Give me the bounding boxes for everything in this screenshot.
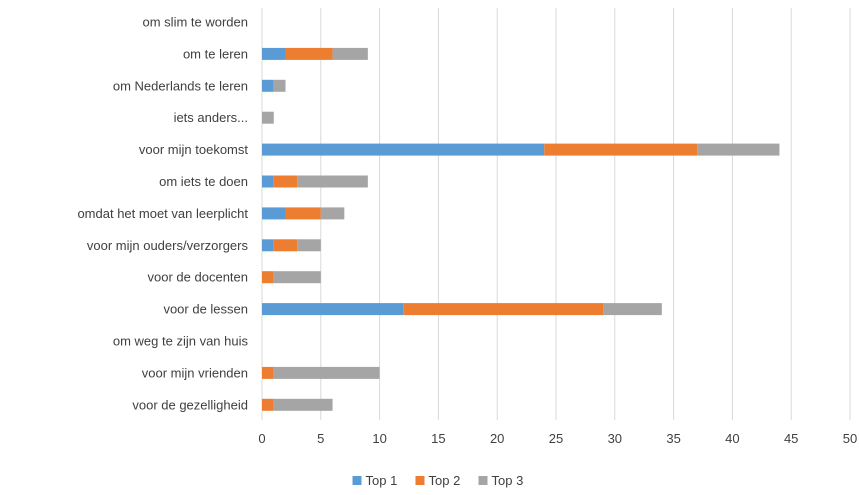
bar-segment-top-1 [262,207,286,220]
bar-segment-top-1 [262,47,286,60]
bar-segment-top-2 [544,143,698,156]
bar-segment-top-1 [262,143,545,156]
bar-segment-top-1 [262,303,404,316]
bar-segment-top-3 [273,398,333,411]
bar-segment-top-3 [320,207,345,220]
x-tick-label: 30 [608,431,622,446]
category-label: iets anders... [174,110,248,125]
x-tick-label: 20 [490,431,504,446]
bar-segment-top-3 [697,143,780,156]
x-tick-label: 40 [725,431,739,446]
bar-segment-top-1 [262,175,274,188]
category-label: voor mijn vrienden [142,365,248,380]
bar-layer [262,47,780,411]
category-label: om slim te worden [143,15,248,30]
bar-segment-top-2 [262,271,274,284]
x-tick-label: 10 [372,431,386,446]
category-label: om te leren [183,46,248,61]
category-label: omdat het moet van leerplicht [77,206,248,221]
bar-segment-top-3 [273,79,286,92]
legend-swatch-top-3 [478,476,488,485]
category-label: voor mijn ouders/verzorgers [87,238,249,253]
category-label: voor de lessen [163,302,248,317]
bar-segment-top-3 [297,239,321,252]
category-label: om iets te doen [159,174,248,189]
legend-label: Top 2 [429,473,461,488]
bar-segment-top-2 [285,47,333,60]
bar-segment-top-2 [285,207,321,220]
bar-segment-top-1 [262,239,274,252]
legend-label: Top 3 [492,473,524,488]
bar-segment-top-2 [262,366,274,379]
bar-segment-top-3 [273,366,380,379]
x-tick-label: 0 [258,431,265,446]
category-label: voor de gezelligheid [132,397,248,412]
x-tick-label: 45 [784,431,798,446]
bar-segment-top-2 [262,398,274,411]
bar-segment-top-2 [273,239,298,252]
legend-label: Top 1 [366,473,398,488]
legend-swatch-top-1 [352,476,362,485]
legend: Top 1 Top 2 Top 3 [352,473,524,488]
x-tick-label: 5 [317,431,324,446]
bar-segment-top-2 [273,175,298,188]
bar-segment-top-2 [403,303,604,316]
x-tick-label: 35 [666,431,680,446]
bar-segment-top-3 [603,303,662,316]
x-axis-ticks: 0 5 10 15 20 25 30 35 40 45 50 [258,431,857,446]
x-tick-label: 25 [549,431,563,446]
bar-segment-top-3 [332,47,368,60]
bar-segment-top-3 [273,271,321,284]
category-label: voor de docenten [148,270,248,285]
category-label: om weg te zijn van huis [113,334,249,349]
legend-swatch-top-2 [415,476,425,485]
category-label: voor mijn toekomst [139,142,248,157]
bar-segment-top-3 [297,175,368,188]
bar-segment-top-1 [262,79,274,92]
x-tick-label: 15 [431,431,445,446]
bar-segment-top-3 [262,111,274,124]
grid-layer [261,8,851,420]
category-labels: om slim te worden om te leren om Nederland… [77,15,248,413]
x-tick-label: 50 [843,431,857,446]
category-label: om Nederlands te leren [113,78,248,93]
